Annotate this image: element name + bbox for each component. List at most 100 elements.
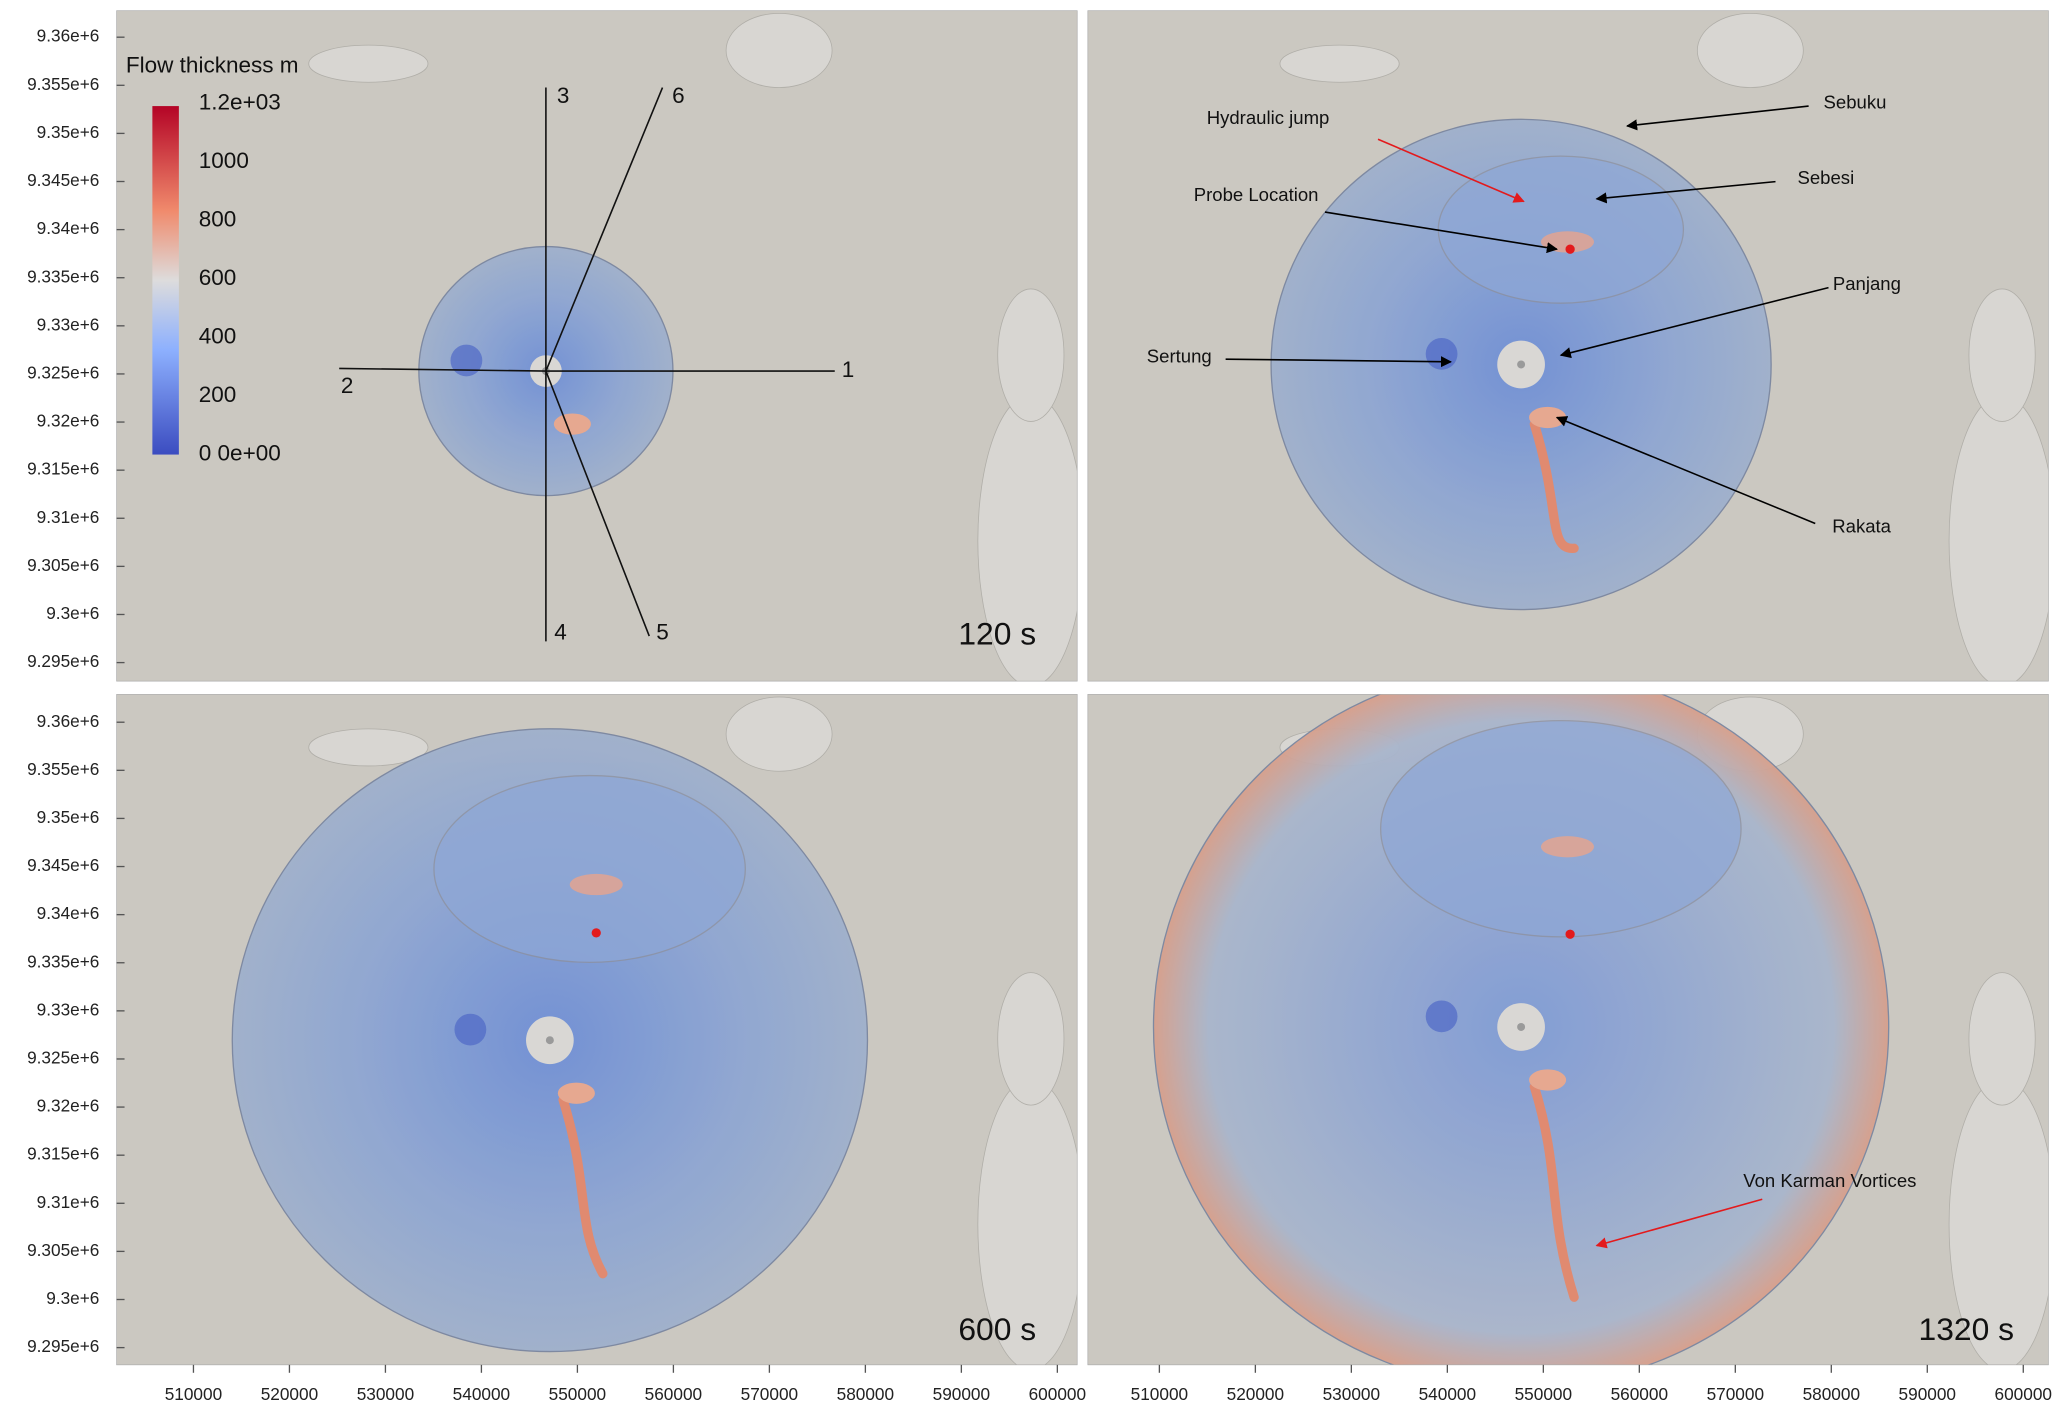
section-label: 4: [554, 619, 567, 644]
x-tick-label: 600000: [1995, 1384, 2052, 1404]
map: [1087, 10, 2049, 682]
colorbar-label: 600: [199, 265, 237, 290]
section-line: [339, 367, 546, 372]
wake-streak: [558, 1095, 608, 1279]
map-panel: [1087, 10, 2049, 682]
sertung-zone: [450, 344, 483, 377]
map: [1087, 694, 2049, 1365]
colorbar-title: Flow thickness m: [126, 52, 299, 77]
island: [308, 44, 429, 83]
section-label: 2: [341, 373, 354, 398]
y-tick-label: 9.305e+6: [27, 555, 99, 575]
y-tick-label: 9.3e+6: [46, 603, 99, 623]
wake-streak: [1529, 419, 1579, 553]
northern-lobe: [1437, 155, 1685, 304]
northern-lobe: [433, 774, 746, 964]
y-tick-label: 9.295e+6: [27, 1336, 99, 1356]
y-tick-label: 9.325e+6: [27, 362, 99, 382]
colorbar-label: 1.2e+03: [199, 89, 281, 114]
sertung-zone: [1425, 337, 1458, 370]
annotation-label: Sertung: [1147, 346, 1212, 367]
x-tick-label: 570000: [741, 1384, 798, 1404]
x-tick-label: 540000: [1419, 1384, 1476, 1404]
x-tick-label: 530000: [1323, 1384, 1380, 1404]
x-tick-label: 600000: [1029, 1384, 1086, 1404]
annotation-label: Probe Location: [1194, 184, 1319, 205]
rakata-zone: [1529, 406, 1567, 429]
colorbar-label: 0 0e+00: [199, 441, 281, 466]
annotation-arrow: [1595, 180, 1776, 204]
time-label: 120 s: [958, 615, 1036, 651]
section-label: 5: [656, 619, 669, 644]
x-tick-label: 580000: [837, 1384, 894, 1404]
annotation-arrow: [1555, 416, 1816, 525]
x-tick-label: 510000: [165, 1384, 222, 1404]
x-tick-label: 590000: [1899, 1384, 1956, 1404]
y-tick-label: 9.335e+6: [27, 266, 99, 286]
annotation-label: Sebesi: [1797, 167, 1854, 188]
x-tick-label: 560000: [1611, 1384, 1668, 1404]
annotation-arrow: [1625, 105, 1809, 131]
x-tick-label: 510000: [1131, 1384, 1188, 1404]
y-tick-label: 9.335e+6: [27, 951, 99, 971]
island: [997, 288, 1065, 422]
rakata-zone: [557, 1082, 595, 1104]
y-tick-label: 9.35e+6: [37, 807, 100, 827]
caldera-core: [1517, 1022, 1526, 1031]
y-tick-label: 9.31e+6: [37, 1192, 100, 1212]
panel-frame: [1087, 694, 2049, 1366]
time-label: 600 s: [958, 1311, 1036, 1347]
caldera-core: [545, 1036, 554, 1045]
northern-lobe: [1379, 719, 1742, 938]
island: [1948, 394, 2049, 682]
y-tick-label: 9.315e+6: [27, 1144, 99, 1164]
annotation-arrow: [1559, 286, 1829, 359]
island: [725, 12, 833, 88]
panel-frame: [1087, 10, 2049, 682]
y-tick-label: 9.3e+6: [46, 1288, 99, 1308]
island: [1279, 44, 1400, 83]
y-tick-label: 9.34e+6: [37, 218, 100, 238]
map: [116, 694, 1078, 1365]
y-tick-label: 9.36e+6: [37, 711, 100, 731]
section-line: [545, 370, 650, 637]
island: [1968, 972, 2036, 1106]
y-tick-label: 9.355e+6: [27, 759, 99, 779]
map-panel: [116, 10, 1078, 682]
x-tick-label: 590000: [933, 1384, 990, 1404]
x-tick-label: 530000: [357, 1384, 414, 1404]
y-tick-label: 9.295e+6: [27, 651, 99, 671]
annotation-arrow: [1225, 356, 1452, 368]
probe-point: [1565, 929, 1575, 939]
colorbar-label: 200: [199, 382, 237, 407]
annotation-label: Hydraulic jump: [1207, 107, 1330, 128]
section-label: 6: [672, 83, 685, 108]
island: [1968, 288, 2036, 422]
sertung-zone: [1425, 1000, 1458, 1033]
y-tick-label: 9.33e+6: [37, 999, 100, 1019]
annotation-label: Von Karman Vortices: [1743, 1170, 1916, 1191]
probe-point: [591, 928, 601, 938]
caldera-core: [1517, 360, 1526, 369]
rakata-zone: [1529, 1069, 1567, 1091]
rakata-zone: [553, 413, 591, 435]
y-tick-label: 9.31e+6: [37, 507, 100, 527]
x-tick-label: 520000: [1227, 1384, 1284, 1404]
panel-frame: [116, 694, 1078, 1366]
island: [997, 972, 1065, 1106]
colorbar: [152, 106, 179, 455]
panel-frame: [116, 10, 1078, 682]
map-panel: [1087, 694, 2049, 1366]
hydraulic-jump: [569, 873, 623, 896]
time-label: 1320 s: [1919, 1311, 2014, 1347]
annotation-arrow: [1377, 138, 1525, 203]
section-line: [545, 87, 664, 372]
island: [725, 696, 833, 772]
y-tick-label: 9.355e+6: [27, 74, 99, 94]
hydraulic-jump: [1540, 836, 1594, 858]
x-tick-label: 540000: [453, 1384, 510, 1404]
annotation-arrow: [1595, 1198, 1763, 1249]
island: [308, 728, 429, 767]
